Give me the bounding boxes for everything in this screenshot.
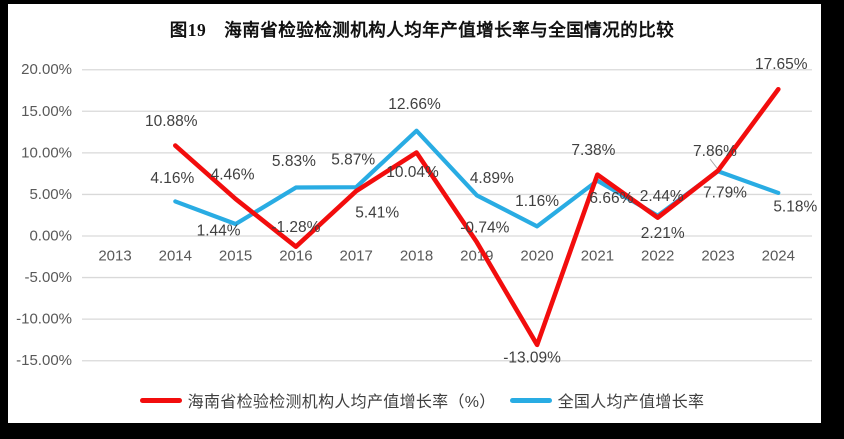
data-label: 17.65%: [755, 56, 808, 73]
data-label: 10.88%: [145, 113, 198, 130]
data-label: 5.41%: [355, 205, 399, 222]
x-tick-label: 2021: [581, 248, 614, 265]
chart-panel: [8, 4, 821, 423]
data-label: 5.87%: [331, 152, 375, 169]
x-tick-label: 2023: [701, 248, 734, 265]
data-label: 7.38%: [571, 142, 615, 159]
y-tick-label: 15.00%: [21, 103, 72, 120]
x-tick-label: 2014: [159, 248, 192, 265]
data-label: 1.44%: [197, 223, 241, 240]
data-label: 7.79%: [703, 185, 747, 202]
data-label: -1.28%: [271, 219, 320, 236]
x-tick-label: 2020: [520, 248, 553, 265]
legend-swatch-national: [509, 397, 552, 403]
legend-label-hainan: 海南省检验检测机构人均产值增长率（%）: [187, 394, 496, 411]
y-tick-label: 5.00%: [29, 186, 72, 203]
data-label: 1.16%: [515, 193, 559, 210]
data-label: -13.09%: [503, 349, 561, 366]
y-tick-label: -10.00%: [16, 311, 72, 328]
data-label: 5.83%: [272, 153, 316, 170]
y-tick-label: 20.00%: [21, 61, 72, 78]
data-label: 6.66%: [589, 190, 633, 207]
data-label: 12.66%: [388, 96, 441, 113]
x-tick-label: 2017: [340, 248, 373, 265]
data-label: 7.86%: [693, 143, 737, 160]
legend-item-national: 全国人均产值增长率: [509, 388, 705, 412]
x-tick-label: 2024: [762, 248, 795, 265]
data-label: 5.18%: [773, 198, 817, 215]
x-tick-label: 2013: [98, 248, 131, 265]
y-tick-label: 10.00%: [21, 144, 72, 161]
data-label: -0.74%: [460, 220, 509, 237]
legend-item-hainan: 海南省检验检测机构人均产值增长率（%）: [139, 388, 496, 412]
label-leader-line: [709, 158, 718, 169]
y-tick-label: 0.00%: [29, 228, 72, 245]
data-label: 2.44%: [640, 188, 684, 205]
data-label: 4.46%: [211, 166, 255, 183]
x-tick-label: 2015: [219, 248, 252, 265]
data-label: 10.04%: [386, 164, 439, 181]
legend-swatch-hainan: [139, 397, 182, 403]
x-tick-label: 2016: [279, 248, 312, 265]
y-tick-label: -5.00%: [24, 269, 72, 286]
data-label: 4.89%: [470, 170, 514, 187]
series-line-hainan: [173, 86, 781, 348]
x-tick-label: 2022: [641, 248, 674, 265]
y-tick-label: -15.00%: [16, 352, 72, 369]
legend-label-national: 全国人均产值增长率: [557, 394, 705, 411]
legend: 海南省检验检测机构人均产值增长率（%） 全国人均产值增长率: [0, 388, 844, 412]
x-tick-label: 2018: [400, 248, 433, 265]
chart-title: 图19 海南省检验检测机构人均年产值增长率与全国情况的比较: [169, 20, 675, 40]
data-label: 4.16%: [150, 170, 194, 187]
data-label: 2.21%: [641, 225, 685, 242]
